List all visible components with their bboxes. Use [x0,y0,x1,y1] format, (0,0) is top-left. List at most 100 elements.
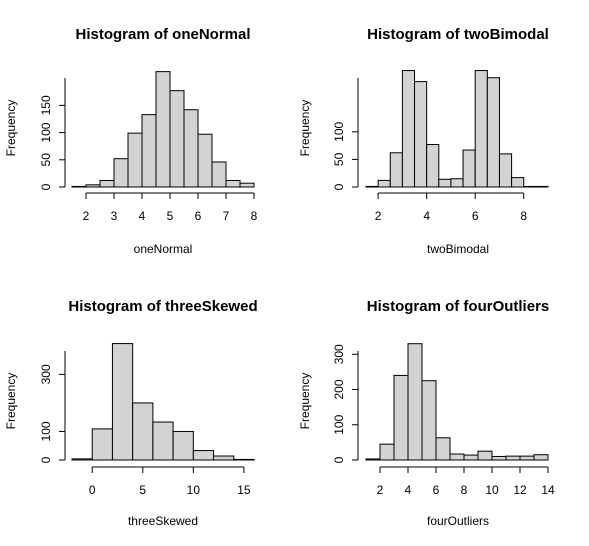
bars [71,71,255,188]
x-tick-label: 10 [485,483,499,497]
histogram-bar [474,70,488,188]
histogram-bar [99,179,115,188]
x-tick-label: 6 [433,483,440,497]
y-tick-label: 200 [332,379,346,399]
x-tick-label: 3 [111,209,118,223]
x-tick-label: 2 [377,483,384,497]
histogram-bar [450,178,464,188]
axes: 2 4 6 8 10 12 14 0 100 200 300 [332,344,555,497]
histogram-bar [519,455,535,461]
y-axis-label: Frequency [298,373,312,430]
histogram-bar [239,182,255,188]
histogram-bar [421,380,437,461]
histogram-bar [197,133,213,188]
y-tick-label: 50 [332,152,346,166]
x-tick-label: 4 [405,483,412,497]
x-tick-label: 8 [251,209,258,223]
histogram-bar [365,185,379,188]
histogram-bar [389,152,403,188]
histogram-bar [438,178,452,188]
x-tick-label: 0 [89,483,96,497]
x-tick-label: 14 [541,483,555,497]
x-axis-label: fourOutliers [427,514,489,528]
histogram-bar [449,453,465,461]
histogram-bar [379,443,395,461]
x-tick-label: 7 [223,209,230,223]
histogram-bar [365,458,381,461]
histogram-bar [172,430,194,461]
chart-title: Histogram of fourOutliers [367,298,550,315]
x-tick-label: 5 [167,209,174,223]
histogram-bar [113,158,129,188]
histogram-bar [91,428,113,461]
y-tick-label: 150 [39,95,53,115]
histogram-bar [477,450,493,461]
panel-two-bimodal: Histogram of twoBimodal twoBimodal Frequ… [298,26,549,256]
chart-title: Histogram of twoBimodal [367,26,549,43]
x-tick-label: 4 [139,209,146,223]
y-tick-label: 300 [39,364,53,384]
histogram-bar [511,177,525,188]
histogram-bar [233,458,255,461]
axes: 2 3 4 5 6 7 8 0 50 100 150 [39,78,258,223]
histogram-bar [377,179,391,188]
y-tick-label: 0 [332,183,346,190]
histogram-bar [435,437,451,461]
histogram-bar [225,179,241,188]
histogram-bar [71,458,93,461]
y-tick-label: 0 [39,456,53,463]
histogram-bar [211,161,227,188]
histogram-bar [183,109,199,188]
axes: 2 4 6 8 0 50 100 [332,78,527,223]
y-tick-label: 100 [39,421,53,441]
x-tick-label: 10 [187,483,201,497]
x-axis-label: oneNormal [134,242,193,256]
histogram-bar [85,184,101,188]
histogram-bar [523,185,537,188]
panel-three-skewed: Histogram of threeSkewed threeSkewed Fre… [4,298,258,528]
y-tick-label: 100 [332,121,346,141]
histogram-bar [132,402,154,461]
histogram-bar [498,153,513,188]
x-tick-label: 8 [520,209,527,223]
histogram-bar [152,421,174,461]
histogram-bar [111,343,134,461]
y-axis-label: Frequency [298,100,312,157]
x-tick-label: 15 [237,483,251,497]
x-axis-label: twoBimodal [427,242,489,256]
x-tick-label: 2 [375,209,382,223]
bars [365,70,549,188]
x-tick-label: 5 [139,483,146,497]
y-tick-label: 300 [332,344,346,364]
histogram-bar [486,77,500,188]
chart-title: Histogram of threeSkewed [68,298,257,315]
histogram-bar [505,455,521,461]
x-tick-label: 2 [83,209,90,223]
chart-title: Histogram of oneNormal [75,26,250,43]
y-tick-label: 100 [332,414,346,434]
histogram-bar [393,374,409,461]
histogram-bar [192,450,215,461]
y-axis-label: Frequency [4,373,18,430]
histogram-bar [71,185,87,188]
x-tick-label: 8 [461,483,468,497]
histogram-bar [169,90,185,188]
histogram-bar [401,70,416,188]
y-tick-label: 0 [39,183,53,190]
histogram-bar [491,455,507,461]
histogram-bar [407,343,423,461]
bars [365,343,549,461]
histogram-bar [213,455,235,461]
histogram-bar [533,454,549,461]
bars [71,343,255,461]
x-tick-label: 6 [472,209,479,223]
histogram-bar [414,81,428,188]
axes: 0 5 10 15 0 100 300 [39,351,251,497]
histogram-bar [462,149,476,188]
panel-four-outliers: Histogram of fourOutliers fourOutliers F… [298,298,555,528]
panel-one-normal: Histogram of oneNormal oneNormal Frequen… [4,26,258,256]
histogram-bar [426,144,440,188]
x-tick-label: 4 [423,209,430,223]
histogram-bar [127,132,143,188]
